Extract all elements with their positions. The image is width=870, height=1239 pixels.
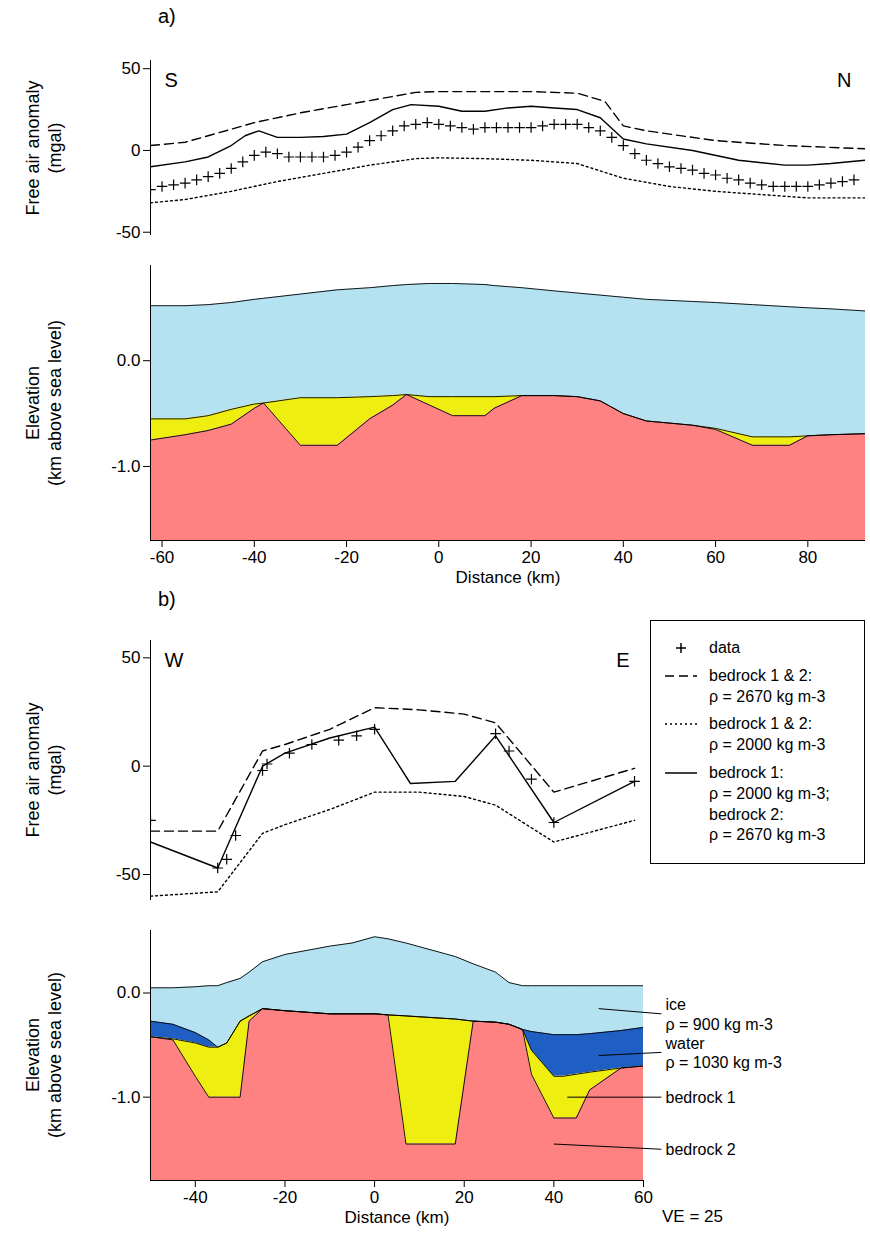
svg-text:40: 40 xyxy=(544,1188,563,1207)
svg-text:80: 80 xyxy=(798,548,817,567)
svg-text:-60: -60 xyxy=(150,548,175,567)
svg-text:0.0: 0.0 xyxy=(117,983,141,1002)
svg-text:50: 50 xyxy=(122,59,141,78)
svg-text:-40: -40 xyxy=(183,1188,208,1207)
svg-text:bedrock 2: bedrock 2 xyxy=(666,1141,736,1158)
svg-text:60: 60 xyxy=(706,548,725,567)
svg-text:-1.0: -1.0 xyxy=(111,1088,140,1107)
svg-text:20: 20 xyxy=(522,548,541,567)
svg-text:bedrock 1: bedrock 1 xyxy=(666,1089,736,1106)
html-text:Free air anomaly (mgal): Free air anomaly (mgal) xyxy=(23,80,65,215)
html-text:Elevation (km above sea level): Elevation (km above sea level) xyxy=(23,319,65,486)
html-text:data: data xyxy=(709,639,741,656)
svg-text:0: 0 xyxy=(434,548,443,567)
svg-text:0: 0 xyxy=(370,1188,379,1207)
svg-text:-50: -50 xyxy=(116,865,141,884)
html-text:bedrock 1 & 2: ρ = 2000 kg m-3: bedrock 1 & 2: ρ = 2000 kg m-3 xyxy=(709,715,826,754)
html-text:Free air anomaly (mgal): Free air anomaly (mgal) xyxy=(23,702,65,838)
svg-text:-20: -20 xyxy=(273,1188,298,1207)
svg-text:S: S xyxy=(165,69,178,91)
html-text:bedrock 1 & 2: ρ = 2670 kg m-3: bedrock 1 & 2: ρ = 2670 kg m-3 xyxy=(709,666,826,705)
svg-text:40: 40 xyxy=(614,548,633,567)
html-text:a): a) xyxy=(158,5,176,27)
svg-text:iceρ = 900 kg m-3: iceρ = 900 kg m-3 xyxy=(666,996,773,1032)
svg-text:60: 60 xyxy=(634,1188,653,1207)
html-text:b): b) xyxy=(158,588,176,610)
svg-text:waterρ = 1030 kg m-3: waterρ = 1030 kg m-3 xyxy=(665,1035,782,1071)
svg-text:0.0: 0.0 xyxy=(117,351,141,370)
html-text:VE = 25: VE = 25 xyxy=(662,1207,723,1226)
svg-text:Distance (km): Distance (km) xyxy=(345,1208,450,1227)
html-text:bedrock 1: ρ = 2000 kg m-3; be: bedrock 1: ρ = 2000 kg m-3; bedrock 2: ρ… xyxy=(709,764,830,844)
svg-text:0: 0 xyxy=(131,757,140,776)
svg-text:E: E xyxy=(616,649,629,671)
svg-text:N: N xyxy=(837,69,851,91)
svg-text:Distance (km): Distance (km) xyxy=(456,568,561,587)
svg-text:-1.0: -1.0 xyxy=(111,457,140,476)
svg-text:50: 50 xyxy=(122,648,141,667)
svg-text:20: 20 xyxy=(455,1188,474,1207)
svg-text:-20: -20 xyxy=(334,548,359,567)
svg-text:W: W xyxy=(165,649,184,671)
svg-text:-50: -50 xyxy=(116,223,141,242)
html-text:Elevation (km above sea level): Elevation (km above sea level) xyxy=(23,972,65,1138)
svg-text:-40: -40 xyxy=(242,548,267,567)
svg-text:0: 0 xyxy=(131,141,140,160)
